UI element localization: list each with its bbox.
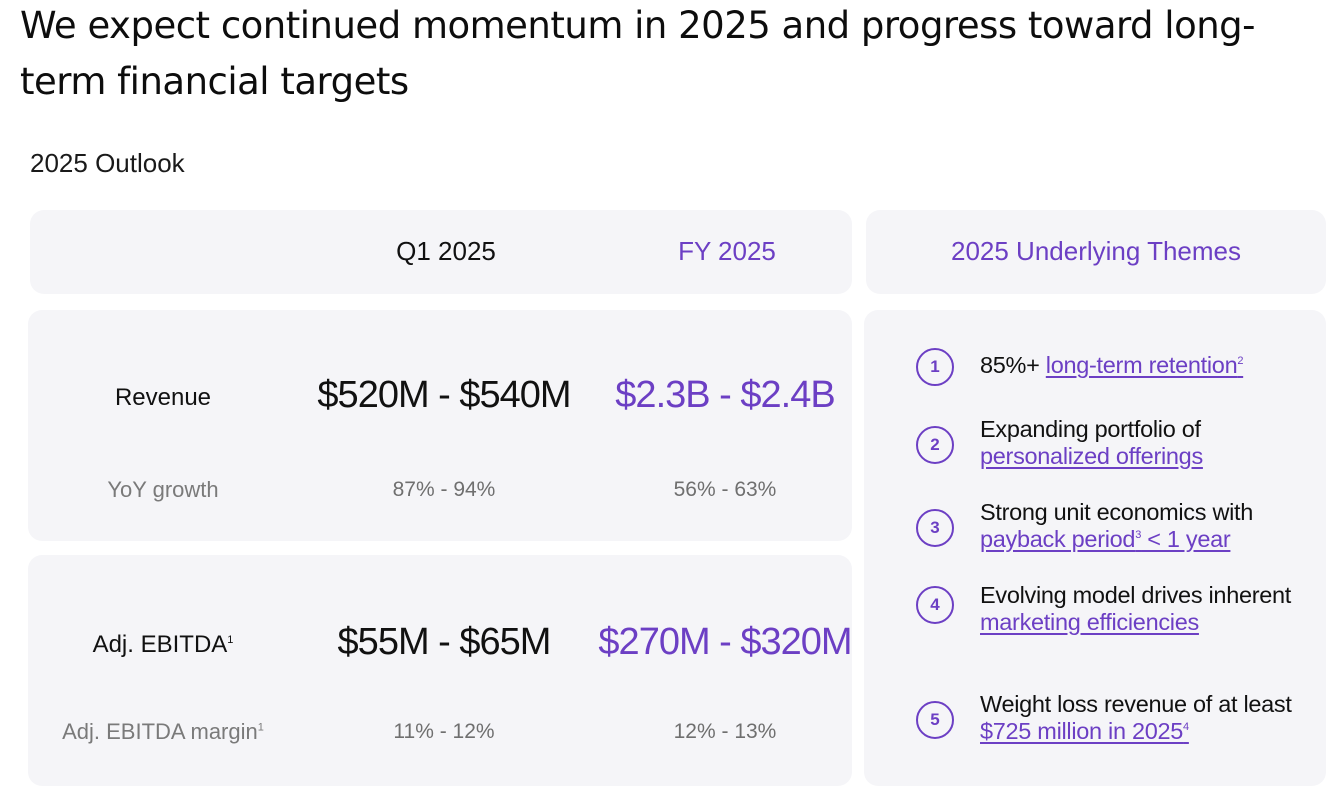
theme-text-1: 85%+ long-term retention2 (980, 352, 1244, 378)
yoy-growth-fy: 56% - 63% (673, 478, 777, 501)
ebitda-label: Adj. EBITDA1 (92, 631, 234, 658)
number-2-icon: 2 (916, 426, 954, 464)
theme-text-4: Evolving model drives inherent marketing… (980, 582, 1292, 635)
themes-title: 2025 Underlying Themes (950, 236, 1242, 266)
marketing-efficiencies-link[interactable]: marketing efficiencies (980, 609, 1199, 635)
yoy-growth-label: YoY growth (107, 477, 219, 502)
number-3-icon: 3 (916, 509, 954, 547)
payback-period-link[interactable]: payback period3 < 1 year (980, 526, 1231, 552)
outlook-label: 2025 Outlook (30, 148, 185, 178)
ebitda-panel: Adj. EBITDA1 $55M - $65M $270M - $320M A… (28, 555, 853, 786)
number-1-icon: 1 (916, 348, 954, 386)
retention-link[interactable]: long-term retention2 (1045, 352, 1244, 378)
revenue-fy-value: $2.3B - $2.4B (615, 374, 835, 416)
ebitda-margin-fy: 12% - 13% (673, 720, 777, 743)
revenue-q1-value: $520M - $540M (317, 374, 571, 416)
theme-text-3: Strong unit economics with payback perio… (980, 499, 1254, 552)
fy-column-header: FY 2025 (678, 236, 776, 266)
ebitda-q1-value: $55M - $65M (337, 621, 552, 663)
revenue-panel: Revenue $520M - $540M $2.3B - $2.4B YoY … (28, 310, 852, 541)
revenue-label: Revenue (114, 384, 212, 411)
yoy-growth-q1: 87% - 94% (392, 478, 496, 501)
weight-loss-revenue-link[interactable]: $725 million in 20254 (980, 718, 1189, 744)
theme-text-2: Expanding portfolio of personalized offe… (980, 416, 1203, 469)
ebitda-margin-label: Adj. EBITDA margin1 (62, 719, 264, 744)
ebitda-fy-value: $270M - $320M (598, 621, 852, 663)
page-headline: We expect continued momentum in 2025 and… (20, 4, 1256, 103)
ebitda-margin-q1: 11% - 12% (393, 720, 495, 743)
themes-panel: 1 85%+ long-term retention2 2 Expanding … (864, 310, 1326, 786)
q1-column-header: Q1 2025 (396, 236, 496, 266)
theme-text-5: Weight loss revenue of at least $725 mil… (980, 691, 1292, 744)
number-5-icon: 5 (916, 701, 954, 739)
personalized-offerings-link[interactable]: personalized offerings (980, 443, 1203, 469)
number-4-icon: 4 (916, 586, 954, 624)
themes-header-panel: 2025 Underlying Themes (866, 210, 1326, 294)
header-panel: Q1 2025 FY 2025 (30, 210, 852, 294)
